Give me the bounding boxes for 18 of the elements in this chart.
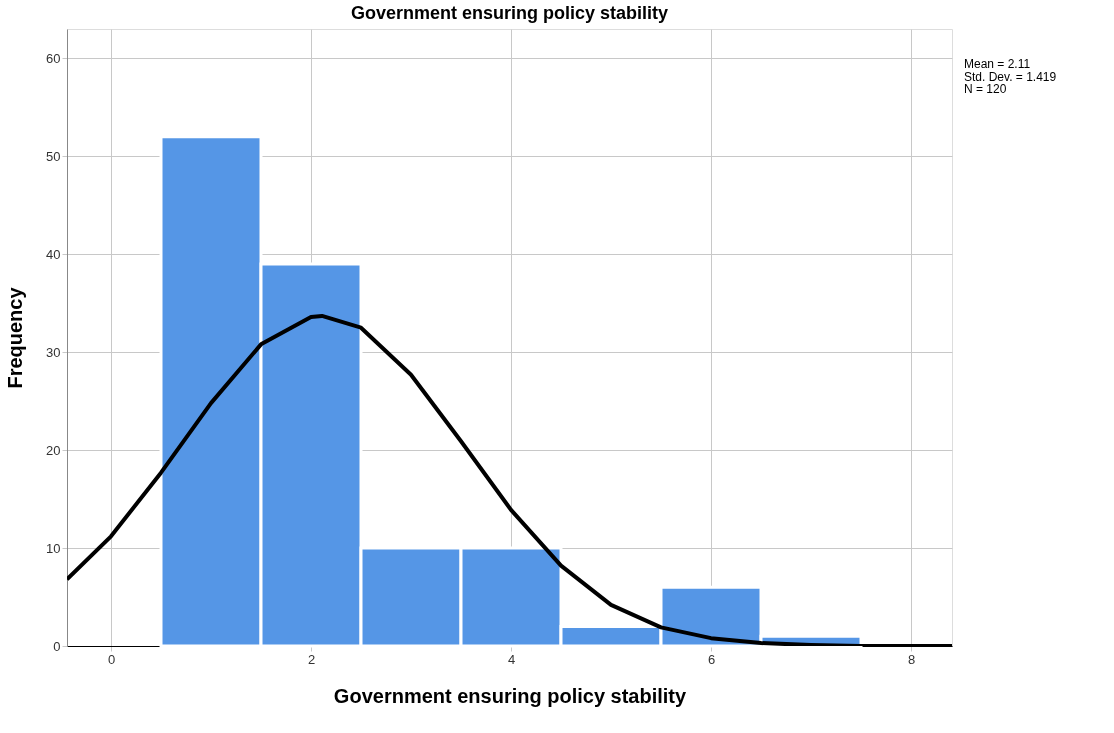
x-tick-label: 2 xyxy=(307,651,316,667)
y-tick-label: 60 xyxy=(46,50,61,66)
x-axis-title: Government ensuring policy stability xyxy=(333,684,688,707)
x-tick-label: 0 xyxy=(107,651,116,667)
x-tick-label: 4 xyxy=(507,651,516,667)
y-tick-label: 30 xyxy=(46,344,61,360)
y-tick-label: 50 xyxy=(46,148,61,164)
text: N = 120 xyxy=(964,82,1007,96)
x-tick-label: 8 xyxy=(907,651,916,667)
y-tick-label: 0 xyxy=(53,638,61,654)
y-tick-label: 10 xyxy=(46,540,61,556)
text: Mean = 2.11 xyxy=(964,57,1031,71)
chart-title: Government ensuring policy stability xyxy=(350,3,669,23)
y-tick-label: 20 xyxy=(46,442,61,458)
text: Std. Dev. = 1.419 xyxy=(964,69,1057,84)
y-axis-title: Frequency xyxy=(4,286,27,389)
y-tick-label: 40 xyxy=(46,246,61,262)
x-tick-label: 6 xyxy=(707,651,716,667)
